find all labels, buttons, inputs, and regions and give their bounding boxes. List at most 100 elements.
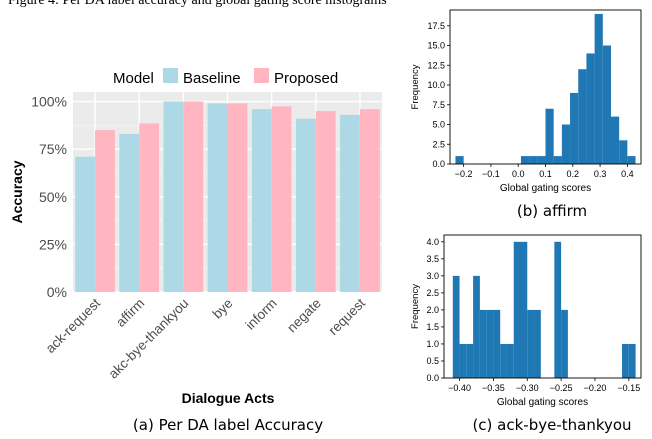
y-tick-label: 3.5 bbox=[426, 254, 439, 264]
bar-baseline-akc-bye-thankyou bbox=[163, 101, 184, 293]
bar-baseline-negate bbox=[295, 118, 316, 292]
bar-baseline-ack-request bbox=[75, 156, 96, 292]
y-tick-label: 7.5 bbox=[432, 100, 445, 110]
histogram-bar bbox=[486, 309, 494, 378]
histogram-bar bbox=[520, 241, 528, 378]
y-axis-label: Frequency bbox=[410, 284, 421, 329]
y-tick-label: 4.0 bbox=[426, 237, 439, 247]
bar-baseline-request bbox=[340, 114, 360, 292]
x-axis-label: Global gating scores bbox=[497, 397, 588, 408]
bar-proposed-affirm bbox=[139, 123, 160, 292]
bar-proposed-inform bbox=[271, 106, 292, 293]
y-tick-label: 10.0 bbox=[427, 80, 445, 90]
x-axis-label: Dialogue Acts bbox=[182, 390, 275, 406]
histogram-bar bbox=[561, 309, 568, 378]
x-tick-label: ack-request bbox=[43, 295, 104, 356]
bar-proposed-bye bbox=[227, 103, 248, 292]
x-tick-label: inform bbox=[243, 296, 280, 333]
legend-title: Model bbox=[113, 70, 154, 87]
bar-proposed-negate bbox=[315, 111, 336, 292]
histogram-bar bbox=[553, 156, 562, 164]
x-tick-label: 0.2 bbox=[567, 169, 580, 179]
histogram-bar bbox=[554, 241, 562, 378]
histogram-bar bbox=[602, 45, 611, 164]
chart-legend: Model Baseline Proposed bbox=[113, 68, 338, 87]
accuracy-bar-chart: Model Baseline Proposed 0%25%50%75%100% … bbox=[9, 68, 382, 406]
x-tick-label: −0.2 bbox=[455, 169, 473, 179]
histogram-bar bbox=[527, 309, 535, 378]
y-tick-label: 25% bbox=[39, 236, 67, 252]
y-tick-label: 50% bbox=[39, 189, 67, 205]
histogram-bar bbox=[627, 156, 636, 164]
bar-baseline-affirm bbox=[119, 133, 140, 292]
affirm-histogram: 0.0 2.5 5.0 7.5 10.0 12.5 15.0 17.5 −0.2 −0.1 0.0 0… bbox=[410, 9, 642, 194]
histogram-bar bbox=[529, 156, 538, 164]
histogram-bar bbox=[455, 156, 464, 164]
legend-swatch-proposed bbox=[254, 68, 269, 83]
histogram-bar bbox=[561, 124, 571, 164]
legend-swatch-baseline bbox=[163, 68, 178, 83]
y-tick-label: 0.5 bbox=[426, 356, 439, 366]
y-tick-label: 1.0 bbox=[426, 339, 439, 349]
histogram-bar bbox=[466, 343, 474, 378]
x-tick-label: −0.30 bbox=[516, 383, 539, 393]
histogram-bar bbox=[578, 69, 587, 164]
histogram-bars bbox=[455, 13, 636, 165]
x-tick-label: bye bbox=[210, 296, 236, 322]
histogram-bars bbox=[452, 241, 636, 378]
y-tick-label: 75% bbox=[39, 141, 67, 157]
x-tick-label: 0.4 bbox=[621, 169, 634, 179]
y-tick-label: 0.0 bbox=[432, 159, 445, 169]
x-tick-label: −0.40 bbox=[448, 383, 471, 393]
histogram-bar bbox=[506, 343, 514, 378]
y-tick-label: 2.0 bbox=[426, 305, 439, 315]
axes-frame bbox=[443, 234, 642, 379]
histogram-bar bbox=[459, 343, 467, 378]
histogram-bar bbox=[500, 343, 507, 378]
histogram-bar bbox=[479, 309, 487, 378]
figure-title-fragment: Figure 4: Per DA label accuracy and glob… bbox=[8, 0, 387, 8]
y-tick-labels: 0% 25% 50% 75% 100% bbox=[31, 94, 67, 300]
histogram-bar bbox=[610, 116, 620, 164]
y-axis-label: Frequency bbox=[410, 64, 421, 109]
histogram-bar bbox=[619, 140, 628, 164]
bar-proposed-request bbox=[359, 109, 380, 292]
histogram-bar bbox=[452, 275, 460, 378]
histogram-bar bbox=[622, 343, 629, 378]
histogram-bar bbox=[628, 343, 636, 378]
y-tick-label: 12.5 bbox=[427, 60, 445, 70]
histogram-bar bbox=[594, 13, 603, 165]
histogram-bar bbox=[570, 92, 579, 164]
y-axis-label: Accuracy bbox=[9, 160, 25, 223]
caption-c: (c) ack-bye-thankyou bbox=[472, 416, 632, 434]
y-tick-label: 2.5 bbox=[432, 139, 445, 149]
histogram-bar bbox=[534, 309, 541, 378]
x-tick-label: akc-bye-thankyou bbox=[106, 296, 192, 382]
x-tick-label: affirm bbox=[113, 296, 147, 330]
y-tick-label: 0% bbox=[47, 284, 67, 300]
y-tick-label: 17.5 bbox=[427, 21, 445, 31]
y-tick-label: 5.0 bbox=[432, 120, 445, 130]
bars bbox=[75, 101, 380, 293]
legend-label-proposed: Proposed bbox=[274, 70, 338, 87]
x-tick-label: 0.3 bbox=[594, 169, 607, 179]
histogram-bar bbox=[537, 156, 546, 164]
histogram-bar bbox=[520, 156, 530, 164]
histogram-bar bbox=[586, 53, 595, 164]
bar-proposed-ack-request bbox=[95, 130, 115, 292]
caption-a: (a) Per DA label Accuracy bbox=[132, 416, 324, 434]
y-tick-label: 3.0 bbox=[426, 271, 439, 281]
bar-baseline-inform bbox=[251, 109, 272, 292]
histogram-bar bbox=[545, 108, 554, 164]
x-axis-label: Global gating scores bbox=[500, 183, 591, 194]
x-tick-label: request bbox=[326, 295, 369, 338]
y-tick-label: 2.5 bbox=[426, 288, 439, 298]
y-tick-label: 1.5 bbox=[426, 322, 439, 332]
caption-b: (b) affirm bbox=[516, 202, 588, 220]
x-tick-label: 0.0 bbox=[512, 169, 525, 179]
x-tick-label: −0.20 bbox=[584, 383, 607, 393]
x-tick-label: 0.1 bbox=[539, 169, 552, 179]
x-tick-label: −0.1 bbox=[482, 169, 500, 179]
y-tick-label: 0.0 bbox=[426, 373, 439, 383]
